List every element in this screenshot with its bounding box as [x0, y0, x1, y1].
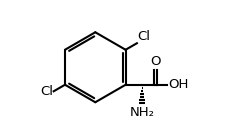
- Text: Cl: Cl: [40, 85, 53, 98]
- Text: O: O: [150, 55, 161, 68]
- Text: Cl: Cl: [138, 30, 150, 43]
- Text: OH: OH: [168, 78, 188, 91]
- Text: NH₂: NH₂: [130, 106, 155, 119]
